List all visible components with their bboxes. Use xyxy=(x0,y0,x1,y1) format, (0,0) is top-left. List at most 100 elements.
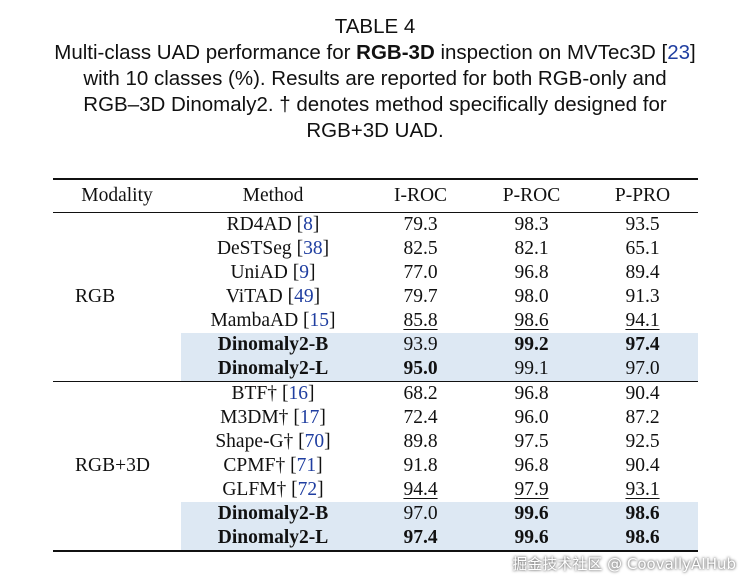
p-pro-cell: 98.6 xyxy=(587,526,698,551)
table-row: Dinomaly2-B 97.0 99.6 98.6 xyxy=(53,502,698,526)
bracket: [ xyxy=(291,214,304,235)
p-pro-cell: 90.4 xyxy=(625,455,660,476)
citation-link[interactable]: 17 xyxy=(299,407,320,428)
caption-bold-text: RGB-3D xyxy=(356,41,435,64)
method-cell: M3DM† [17] xyxy=(181,406,365,430)
method-name: CPMF† xyxy=(223,455,286,476)
p-roc-cell: 96.0 xyxy=(514,407,549,428)
method-cell: UniAD [9] xyxy=(181,261,365,285)
caption-line-4: RGB+3D UAD. xyxy=(306,119,444,142)
p-roc-cell: 97.5 xyxy=(514,431,549,452)
citation-link[interactable]: 38 xyxy=(303,238,323,259)
table-row: RGB RD4AD [8] 79.3 98.3 93.5 xyxy=(53,212,698,382)
p-pro-cell: 92.5 xyxy=(625,431,660,452)
p-pro-cell: 87.2 xyxy=(625,407,660,428)
method-cell: ViTAD [49] xyxy=(181,285,365,309)
i-roc-cell: 91.8 xyxy=(403,455,438,476)
bracket: ] xyxy=(313,286,321,307)
i-roc-cell: 79.7 xyxy=(403,286,438,307)
method-name: Dinomaly2-B xyxy=(217,503,329,524)
i-roc-cell: 93.9 xyxy=(365,333,476,357)
bracket: [ xyxy=(282,286,295,307)
header-modality: Modality xyxy=(53,179,181,213)
p-roc-cell: 98.3 xyxy=(476,212,587,237)
p-pro-cell: 90.4 xyxy=(587,381,698,406)
caption-text: Multi-class UAD performance for xyxy=(54,41,357,64)
p-pro-cell: 97.4 xyxy=(587,333,698,357)
table-body: RGB RD4AD [8] 79.3 98.3 93.5 DeSTSeg [38] 82.5… xyxy=(53,212,698,551)
p-pro-cell: 93.5 xyxy=(587,212,698,237)
citation-link[interactable]: 15 xyxy=(309,310,330,331)
p-pro-cell: 89.4 xyxy=(625,262,660,283)
bracket: [ xyxy=(288,407,300,428)
method-name: RD4AD xyxy=(226,214,292,235)
p-roc-cell: 96.8 xyxy=(514,455,549,476)
table-row: UniAD [9] 77.0 96.8 89.4 xyxy=(53,261,698,285)
citation-link[interactable]: 70 xyxy=(304,431,325,452)
method-name: BTF† xyxy=(231,383,278,404)
header-row: Modality Method I-ROC P-ROC P-PRO xyxy=(53,179,698,213)
header-method: Method xyxy=(181,179,365,213)
i-roc-cell: 97.4 xyxy=(365,526,476,551)
caption-text: inspection on MVTec3D [ xyxy=(434,41,668,64)
method-name: MambaAD xyxy=(210,310,299,331)
citation-link[interactable]: 71 xyxy=(296,455,317,476)
method-cell: CPMF† [71] xyxy=(181,454,365,478)
bracket: [ xyxy=(293,431,305,452)
citation-link[interactable]: 23 xyxy=(667,41,691,64)
method-name: M3DM† xyxy=(220,407,289,428)
p-roc-cell: 82.1 xyxy=(514,238,549,259)
caption-line-2: with 10 classes (%). Results are reporte… xyxy=(83,67,667,90)
table-caption: TABLE 4 Multi-class UAD performance for … xyxy=(0,14,750,144)
i-roc-cell: 72.4 xyxy=(403,407,438,428)
bracket: ] xyxy=(312,214,320,235)
method-name: Shape-G† xyxy=(215,431,294,452)
header-i-roc: I-ROC xyxy=(365,179,476,213)
method-cell: MambaAD [15] xyxy=(181,309,365,333)
i-roc-cell: 89.8 xyxy=(403,431,438,452)
p-roc-cell: 99.6 xyxy=(476,526,587,551)
method-cell: GLFM† [72] xyxy=(181,478,365,502)
method-cell: Dinomaly2-B xyxy=(181,502,365,526)
p-pro-cell: 93.1 xyxy=(625,479,660,500)
method-cell: Dinomaly2-B xyxy=(181,333,365,357)
results-table: Modality Method I-ROC P-ROC P-PRO RGB RD4… xyxy=(53,178,698,552)
p-roc-cell: 96.8 xyxy=(476,381,587,406)
bracket: [ xyxy=(291,238,304,259)
p-roc-cell: 99.2 xyxy=(476,333,587,357)
citation-link[interactable]: 9 xyxy=(299,262,310,283)
caption-line-1: Multi-class UAD performance for RGB-3D i… xyxy=(0,40,750,66)
method-cell: Dinomaly2-L xyxy=(181,357,365,382)
citation-link[interactable]: 49 xyxy=(294,286,314,307)
citation-link[interactable]: 72 xyxy=(297,479,318,500)
method-name: ViTAD xyxy=(225,286,283,307)
header-p-roc: P-ROC xyxy=(476,179,587,213)
p-roc-cell: 97.9 xyxy=(514,479,549,500)
i-roc-cell: 94.4 xyxy=(403,479,438,500)
bracket: ] xyxy=(307,383,315,404)
p-pro-cell: 94.1 xyxy=(625,310,660,331)
table-row: Dinomaly2-B 93.9 99.2 97.4 xyxy=(53,333,698,357)
p-roc-cell: 99.6 xyxy=(476,502,587,526)
caption-title: TABLE 4 xyxy=(334,15,416,38)
i-roc-cell: 97.0 xyxy=(365,502,476,526)
header-p-pro: P-PRO xyxy=(587,179,698,213)
method-name: Dinomaly2-B xyxy=(217,334,329,355)
bracket: ] xyxy=(317,479,324,500)
table-row: Shape-G† [70] 89.8 97.5 92.5 xyxy=(53,430,698,454)
table-row: M3DM† [17] 72.4 96.0 87.2 xyxy=(53,406,698,430)
p-pro-cell: 97.0 xyxy=(587,357,698,382)
table-row: CPMF† [71] 91.8 96.8 90.4 xyxy=(53,454,698,478)
bracket: [ xyxy=(287,262,300,283)
p-roc-cell: 96.8 xyxy=(514,262,549,283)
method-name: Dinomaly2-L xyxy=(217,527,329,548)
p-pro-cell: 98.6 xyxy=(587,502,698,526)
bracket: ] xyxy=(322,238,330,259)
bracket: ] xyxy=(319,407,326,428)
citation-link[interactable]: 16 xyxy=(288,383,308,404)
i-roc-cell: 79.3 xyxy=(365,212,476,237)
bracket: [ xyxy=(286,479,298,500)
citation-link[interactable]: 8 xyxy=(303,214,313,235)
p-roc-cell: 99.1 xyxy=(476,357,587,382)
p-roc-cell: 98.0 xyxy=(514,286,549,307)
